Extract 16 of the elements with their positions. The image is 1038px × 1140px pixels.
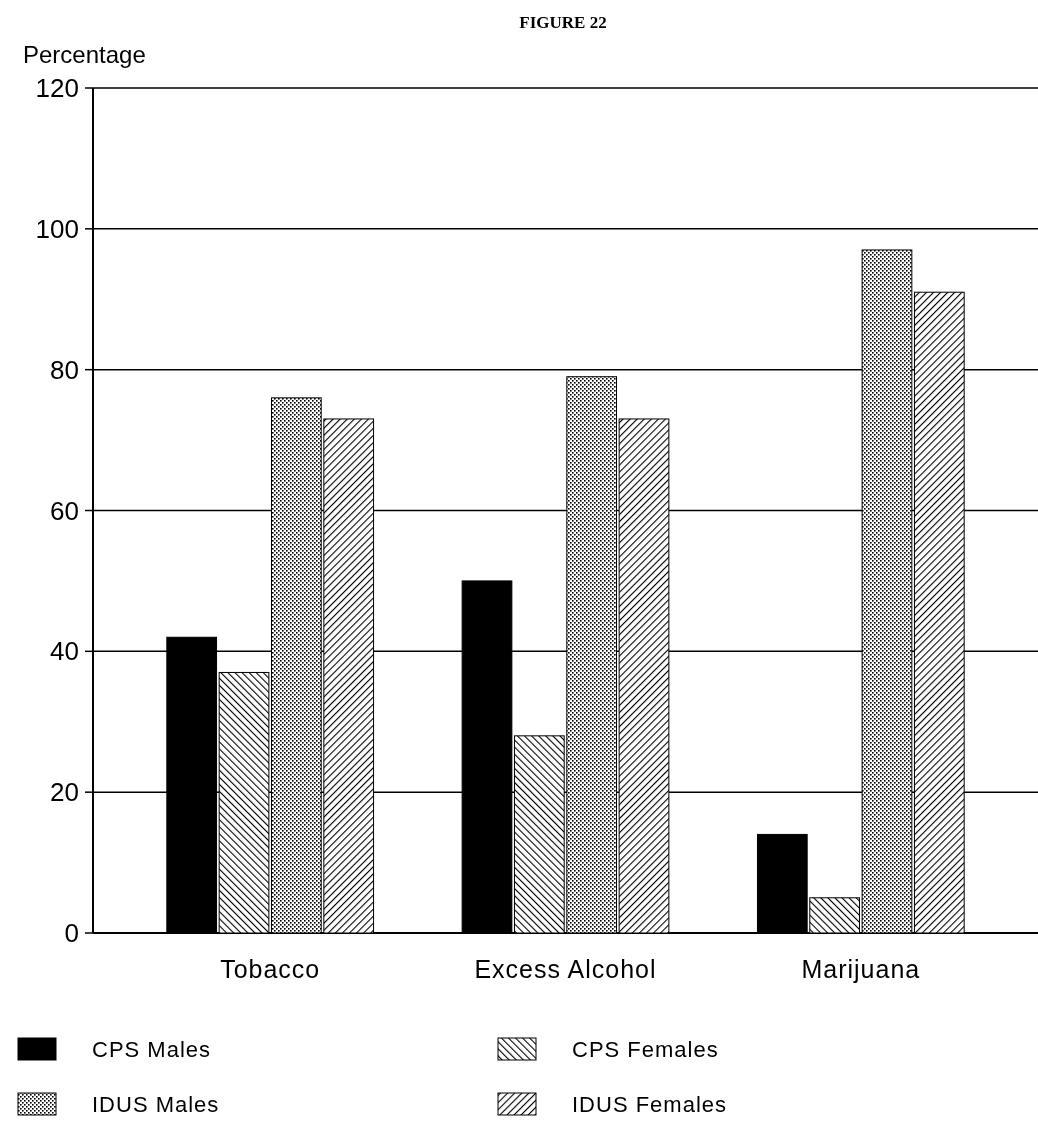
y-axis-title: Percentage [23, 41, 146, 68]
y-tick-label: 0 [64, 918, 79, 949]
x-tick-label: Marijuana [801, 955, 921, 983]
legend-label: CPS Females [572, 1036, 719, 1062]
x-tick-label: Tobacco [220, 955, 321, 983]
y-tick-label: 20 [50, 777, 79, 808]
y-tick-label: 100 [35, 213, 79, 244]
y-tick-label: 60 [50, 495, 79, 526]
legend-label: CPS Males [92, 1036, 212, 1062]
chart-title: FIGURE 22 [519, 13, 607, 32]
y-tick-label: 40 [50, 636, 79, 667]
legend-label: IDUS Males [92, 1091, 220, 1117]
x-tick-label: Excess Alcohol [474, 955, 657, 983]
legend-label: IDUS Females [572, 1091, 728, 1117]
y-tick-label: 80 [50, 354, 79, 385]
y-tick-label: 120 [35, 73, 79, 104]
